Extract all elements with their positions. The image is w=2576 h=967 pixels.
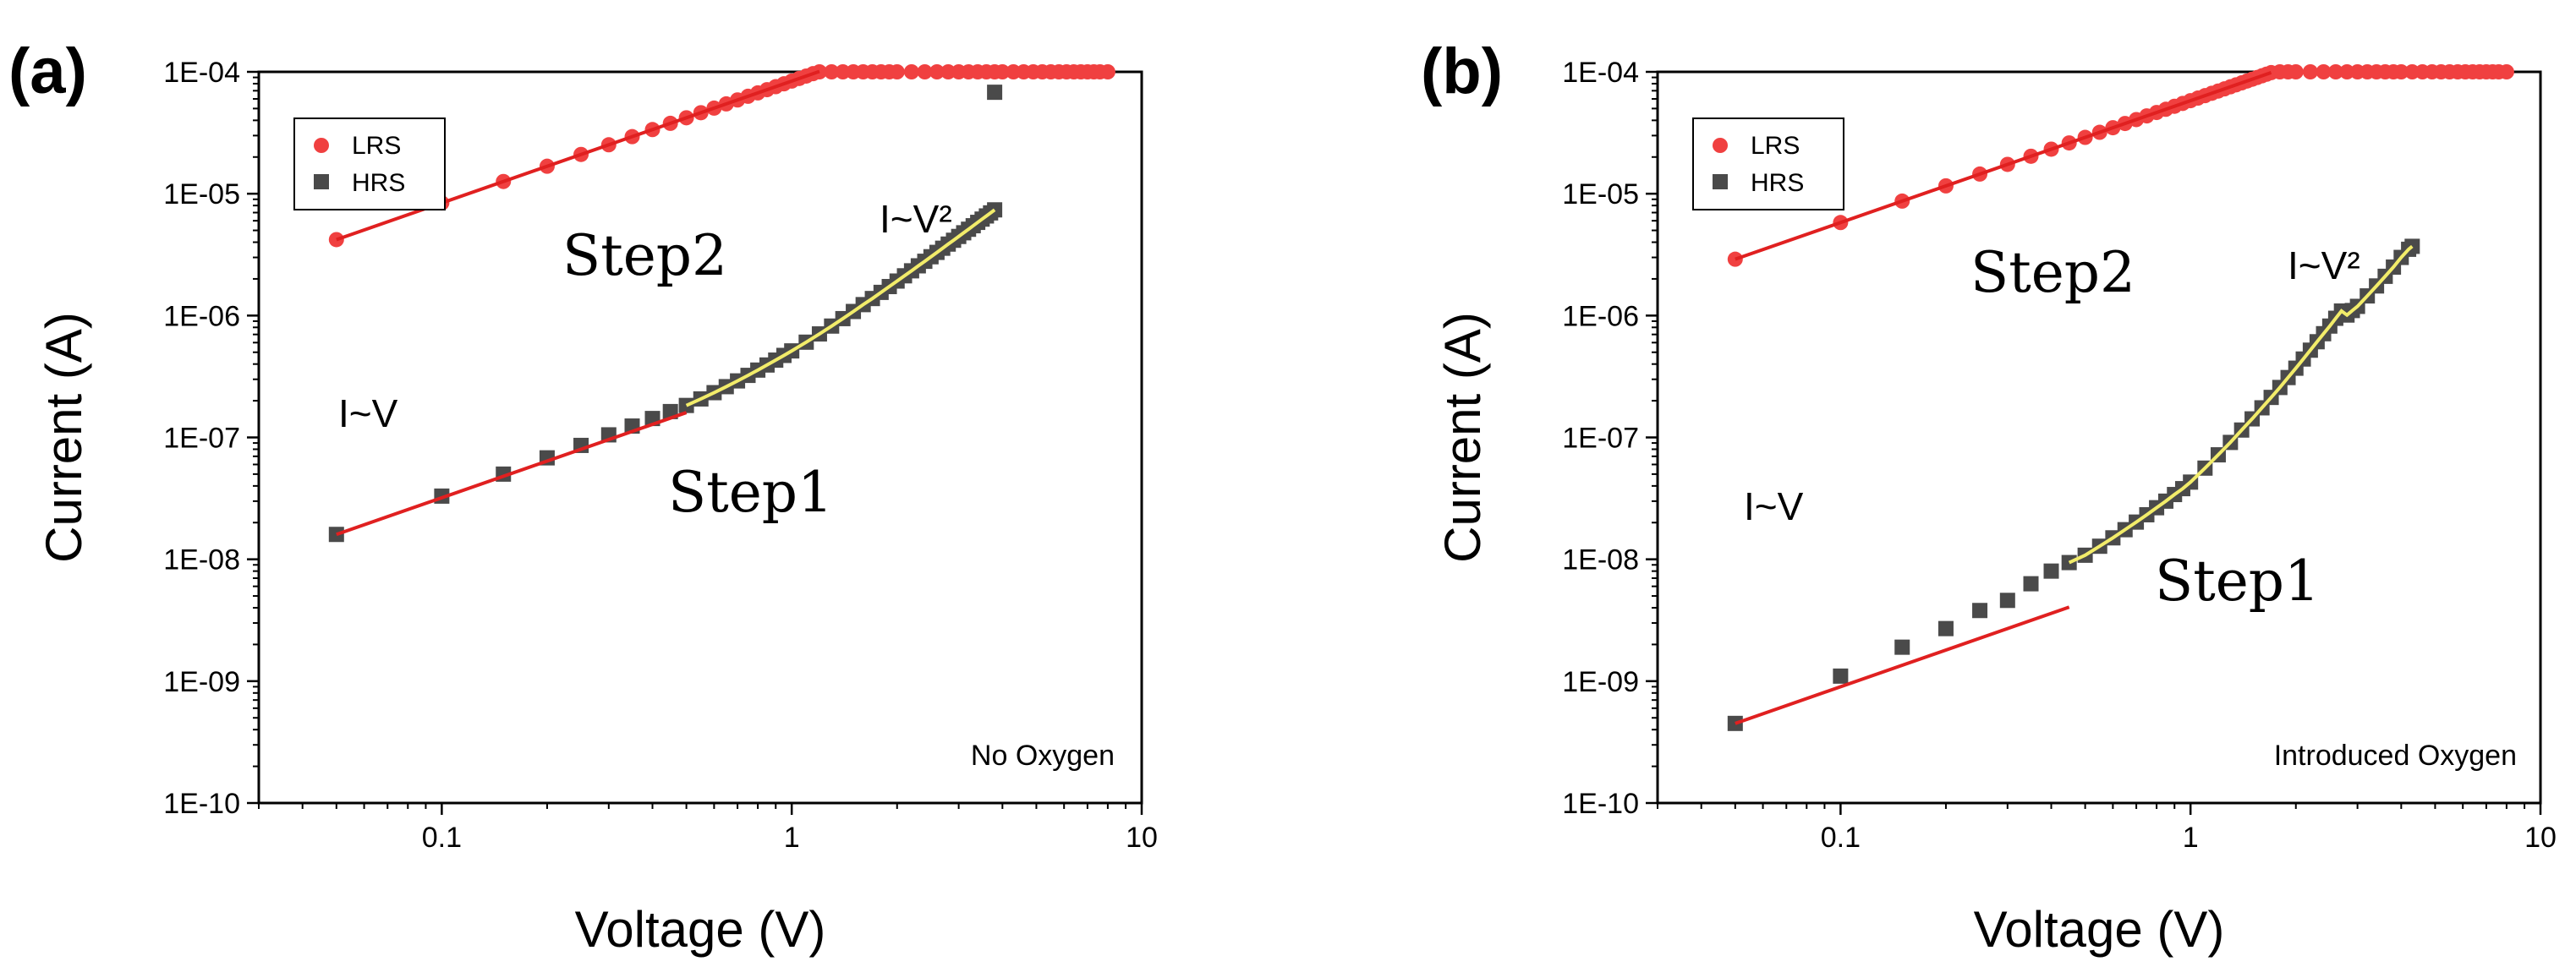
annotation-step1: Step1: [668, 460, 833, 525]
y-tick-label: 1E-08: [1562, 544, 1639, 576]
condition-label: Introduced Oxygen: [2274, 740, 2517, 772]
y-tick-label: 1E-04: [163, 57, 240, 89]
hrs-point: [1833, 668, 1849, 684]
legend-lrs-marker: [314, 138, 329, 153]
panel-b: (b) 1E-10 1E-09 1E-08 1E-07 1E-06 1E-05 1E-04 0.…: [1421, 36, 2557, 958]
annotation-ohmic: I~V: [338, 391, 398, 435]
legend-lrs-label: LRS: [1751, 132, 1800, 160]
x-axis-title: Voltage (V): [575, 901, 826, 958]
legend-hrs-marker: [1713, 174, 1728, 189]
lrs-point: [917, 64, 933, 79]
y-tick-label: 1E-05: [163, 178, 240, 210]
lrs-point: [2327, 64, 2343, 79]
annotation-step2: Step2: [562, 223, 727, 288]
lrs-point: [2302, 64, 2318, 79]
hrs-point: [2023, 576, 2039, 592]
condition-label: No Oxygen: [971, 740, 1115, 772]
legend-hrs-label: HRS: [1751, 169, 1804, 197]
legend-hrs-label: HRS: [352, 169, 405, 197]
panel-label: (a): [8, 36, 87, 107]
y-tick-label: 1E-09: [163, 666, 240, 698]
annotation-ohmic: I~V: [1744, 484, 1804, 528]
hrs-point: [1999, 593, 2015, 609]
annotation-step2: Step2: [1970, 240, 2135, 305]
legend-hrs-marker: [314, 174, 329, 189]
hrs-point: [2043, 563, 2059, 579]
legend: LRS HRS: [1692, 117, 1844, 210]
y-tick-label: 1E-10: [163, 788, 240, 820]
y-tick-label: 1E-08: [163, 544, 240, 576]
lrs-fit-line: [1735, 70, 2272, 261]
y-axis-title: Current (A): [1434, 312, 1491, 563]
lrs-point: [2498, 64, 2514, 79]
y-tick-label: 1E-06: [1562, 300, 1639, 332]
legend: LRS HRS: [293, 117, 446, 210]
lrs-point: [1099, 64, 1115, 79]
y-tick-label: 1E-10: [1562, 788, 1639, 820]
panel-label: (b): [1421, 36, 1503, 107]
x-tick-label: 10: [1126, 822, 1158, 854]
hrs-ohmic-fit-line: [1735, 605, 2070, 725]
panel-a: (a) 1E-10 1E-09 1E-08 1E-07 1E-06 1E-05 1E-04 0.…: [8, 36, 1158, 958]
legend-box: [293, 117, 446, 210]
hrs-point: [1937, 620, 1954, 636]
y-tick-label: 1E-04: [1562, 57, 1639, 89]
hrs-point: [987, 85, 1003, 101]
x-tick-label: 0.1: [1821, 822, 1861, 854]
annotation-sclc: I~V²: [2288, 243, 2360, 287]
lrs-point: [995, 64, 1011, 79]
lrs-point: [2288, 64, 2304, 79]
legend-lrs-label: LRS: [352, 132, 401, 160]
y-tick-label: 1E-07: [163, 423, 240, 455]
lrs-point: [903, 64, 919, 79]
x-tick-label: 1: [2183, 822, 2199, 854]
legend-lrs-marker: [1713, 138, 1728, 153]
x-tick-label: 1: [784, 822, 800, 854]
lrs-point: [824, 64, 840, 79]
lrs-point: [2339, 64, 2355, 79]
x-tick-label: 0.1: [422, 822, 462, 854]
lrs-point: [929, 64, 945, 79]
x-tick-label: 10: [2524, 822, 2557, 854]
y-tick-label: 1E-07: [1562, 423, 1639, 455]
y-tick-label: 1E-09: [1562, 666, 1639, 698]
annotation-sclc: I~V²: [880, 197, 952, 241]
lrs-point: [2393, 64, 2409, 79]
lrs-point: [889, 64, 905, 79]
hrs-point: [1894, 639, 1910, 655]
legend-box: [1692, 117, 1844, 210]
annotation-step1: Step1: [2155, 549, 2320, 614]
lrs-point: [940, 64, 956, 79]
lrs-point: [2316, 64, 2332, 79]
y-tick-label: 1E-05: [1562, 178, 1639, 210]
lrs-point: [835, 64, 851, 79]
x-axis-title: Voltage (V): [1974, 901, 2225, 958]
y-tick-label: 1E-06: [163, 300, 240, 332]
hrs-sclc-fit-line: [2068, 244, 2414, 565]
hrs-ohmic-fit-line: [336, 411, 688, 537]
hrs-point: [1972, 603, 1988, 619]
lrs-fit-line: [336, 69, 820, 242]
y-axis-title: Current (A): [36, 312, 92, 563]
hrs-sclc-fit-line: [685, 208, 996, 407]
